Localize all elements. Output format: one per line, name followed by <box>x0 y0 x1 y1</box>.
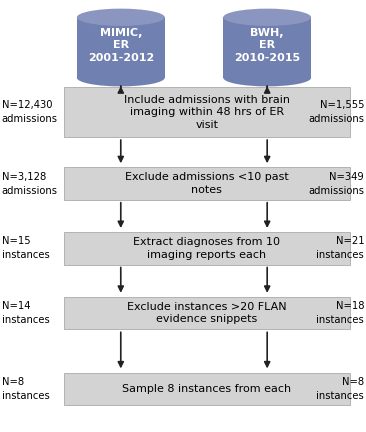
FancyBboxPatch shape <box>64 232 350 264</box>
Ellipse shape <box>77 9 165 26</box>
FancyBboxPatch shape <box>64 297 350 329</box>
Text: N=12,430: N=12,430 <box>2 100 52 111</box>
Text: admissions: admissions <box>308 114 364 124</box>
Text: Extract diagnoses from 10
imaging reports each: Extract diagnoses from 10 imaging report… <box>133 237 280 260</box>
Text: N=14: N=14 <box>2 301 30 311</box>
Text: Exclude admissions <10 past
notes: Exclude admissions <10 past notes <box>125 172 289 195</box>
Ellipse shape <box>77 69 165 86</box>
Text: instances: instances <box>317 391 364 401</box>
Ellipse shape <box>223 9 311 26</box>
FancyBboxPatch shape <box>223 17 311 78</box>
FancyBboxPatch shape <box>64 168 350 200</box>
FancyBboxPatch shape <box>77 17 165 78</box>
Text: instances: instances <box>2 315 49 325</box>
Text: N=8: N=8 <box>342 377 364 387</box>
Text: N=21: N=21 <box>336 236 364 247</box>
Text: instances: instances <box>317 315 364 325</box>
Text: N=349: N=349 <box>329 172 364 182</box>
Text: admissions: admissions <box>2 185 58 196</box>
Text: instances: instances <box>2 391 49 401</box>
Text: N=15: N=15 <box>2 236 30 247</box>
Text: instances: instances <box>2 250 49 260</box>
Text: BWH,
ER
2010-2015: BWH, ER 2010-2015 <box>234 28 300 63</box>
FancyBboxPatch shape <box>64 372 350 405</box>
Text: Sample 8 instances from each: Sample 8 instances from each <box>122 384 291 394</box>
Text: admissions: admissions <box>308 185 364 196</box>
FancyBboxPatch shape <box>64 88 350 137</box>
Text: N=8: N=8 <box>2 377 24 387</box>
Text: Exclude instances >20 FLAN
evidence snippets: Exclude instances >20 FLAN evidence snip… <box>127 302 287 324</box>
Text: N=3,128: N=3,128 <box>2 172 46 182</box>
Text: Include admissions with brain
imaging within 48 hrs of ER
visit: Include admissions with brain imaging wi… <box>124 95 290 130</box>
Text: N=1,555: N=1,555 <box>320 100 364 111</box>
Ellipse shape <box>223 69 311 86</box>
Text: N=18: N=18 <box>336 301 364 311</box>
Text: instances: instances <box>317 250 364 260</box>
Text: MIMIC,
ER
2001-2012: MIMIC, ER 2001-2012 <box>87 28 154 63</box>
Text: admissions: admissions <box>2 114 58 124</box>
